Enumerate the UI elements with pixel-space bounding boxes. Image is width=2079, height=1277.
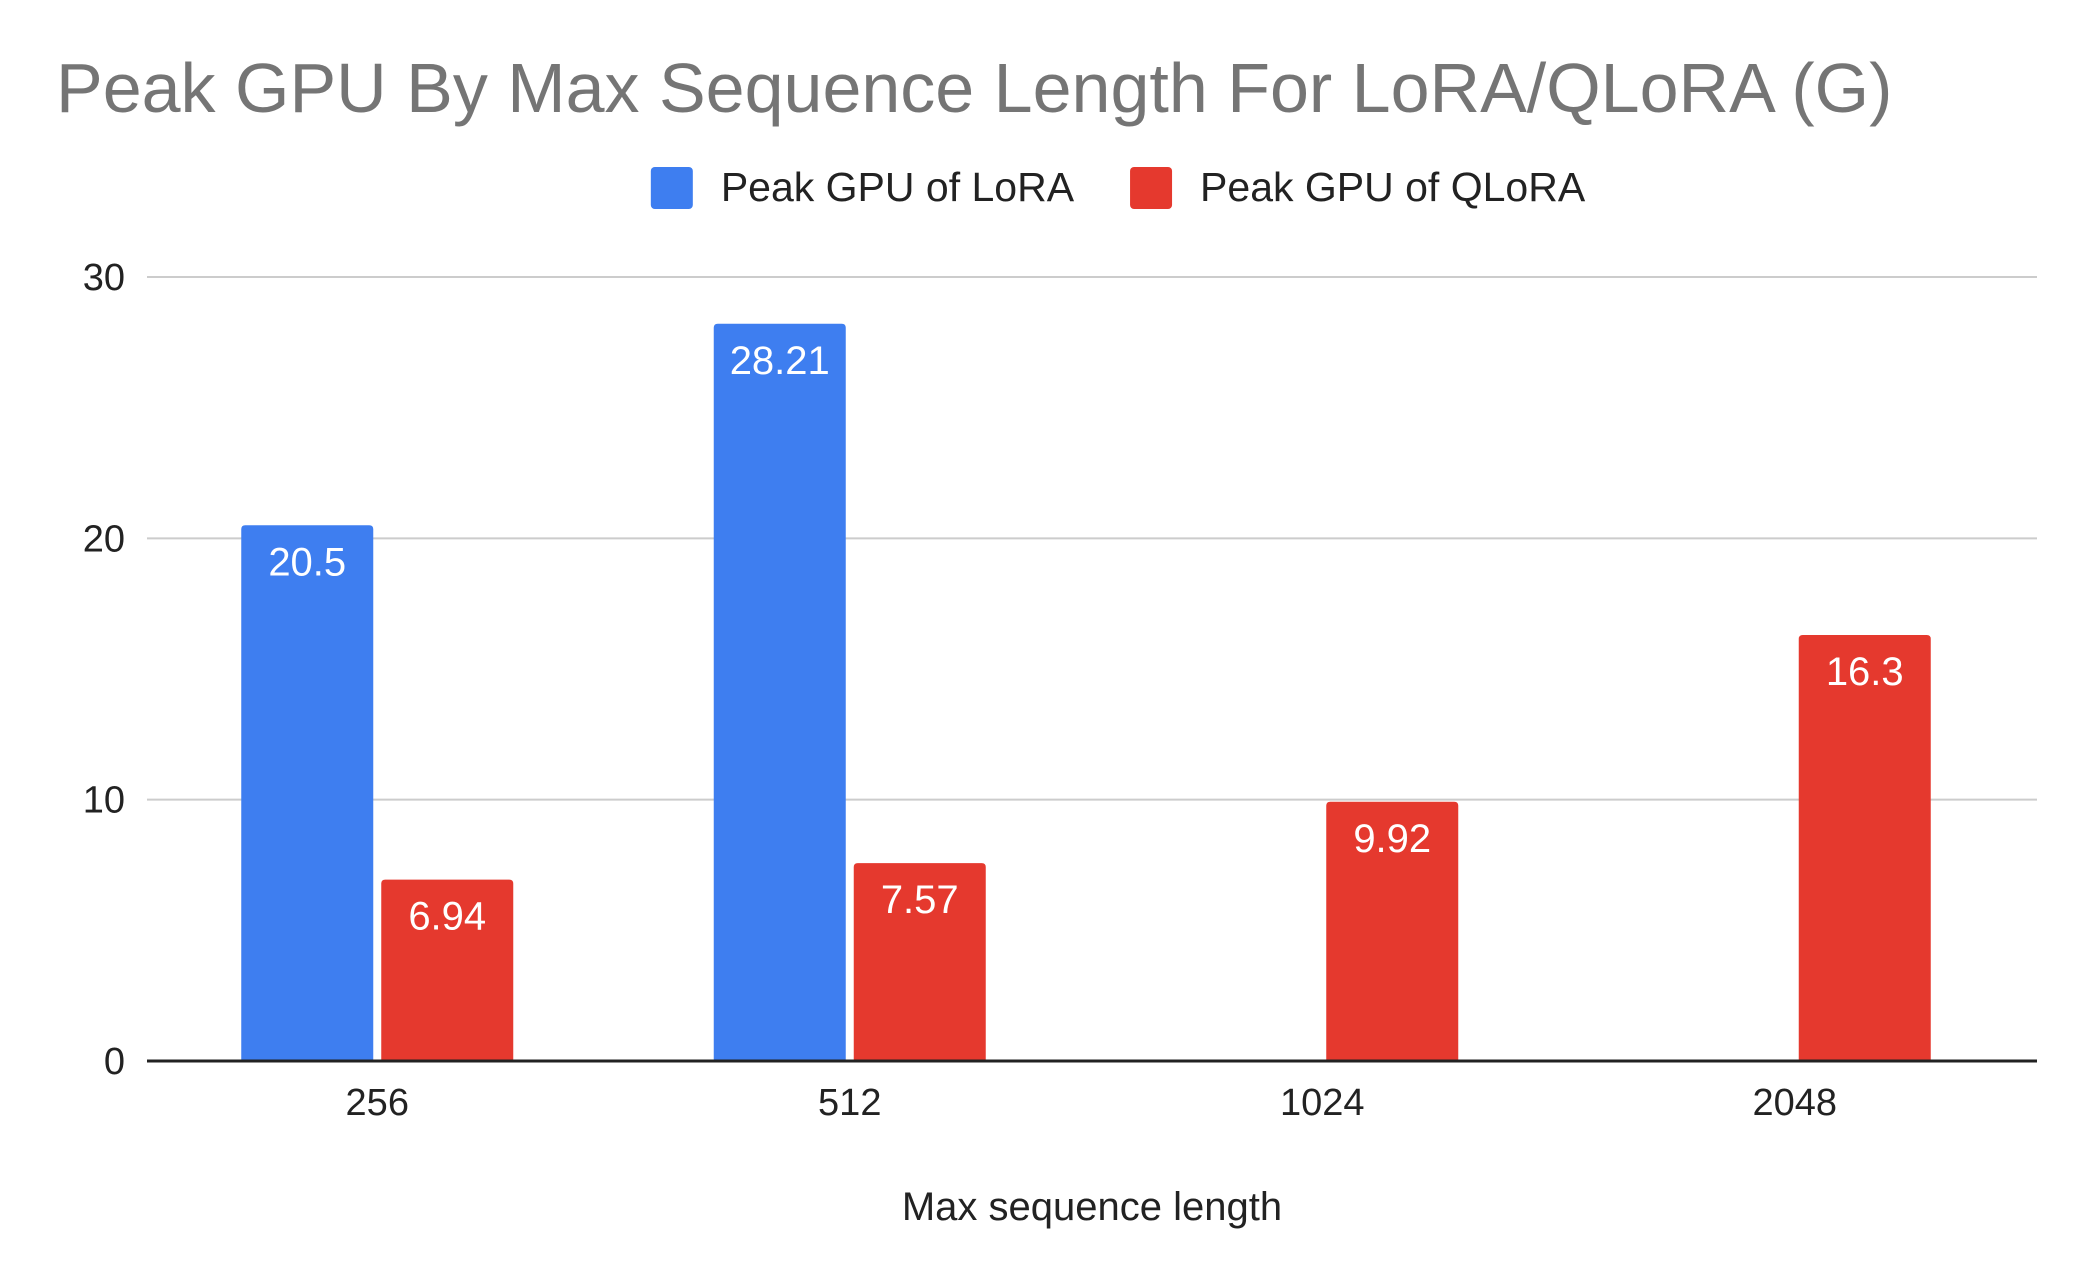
data-label: 28.21 [730,339,830,383]
data-label: 7.57 [881,878,959,922]
y-tick-label: 30 [83,257,125,299]
bar-qlora-2048 [1798,635,1931,1061]
legend-item: Peak GPU of QLoRA [1130,164,1586,210]
x-axis-title: Max sequence length [902,1185,1282,1229]
data-label: 20.5 [268,540,346,584]
legend-swatch [1130,167,1173,209]
chart-title: Peak GPU By Max Sequence Length For LoRA… [56,49,1892,127]
bar-lora-256 [241,525,374,1061]
bar-qlora-512 [853,863,986,1061]
data-labels: 20.5 6.94 28.21 7.57 9.92 16.3 [268,339,1903,939]
legend-item: Peak GPU of LoRA [650,164,1075,210]
gridlines [147,276,2037,801]
y-axis-ticks: 0 10 20 30 [83,257,125,1083]
y-tick-label: 0 [104,1041,125,1083]
x-tick-label: 256 [346,1082,409,1124]
x-tick-label: 2048 [1752,1082,1837,1124]
x-axis-ticks: 256 512 1024 2048 [346,1082,1837,1124]
legend-swatch [650,167,693,209]
bar-lora-512 [713,323,846,1061]
legend-label: Peak GPU of QLoRA [1200,164,1586,210]
data-label: 6.94 [408,895,486,939]
y-tick-label: 10 [83,780,125,822]
legend: Peak GPU of LoRA Peak GPU of QLoRA [650,164,1586,210]
x-tick-label: 1024 [1280,1082,1365,1124]
data-label: 9.92 [1353,817,1431,861]
bar-qlora-256 [381,879,514,1061]
legend-label: Peak GPU of LoRA [721,164,1075,210]
bars [241,323,1931,1061]
bar-qlora-1024 [1326,801,1459,1061]
x-tick-label: 512 [818,1082,881,1124]
data-label: 16.3 [1826,650,1904,694]
y-tick-label: 20 [83,518,125,560]
